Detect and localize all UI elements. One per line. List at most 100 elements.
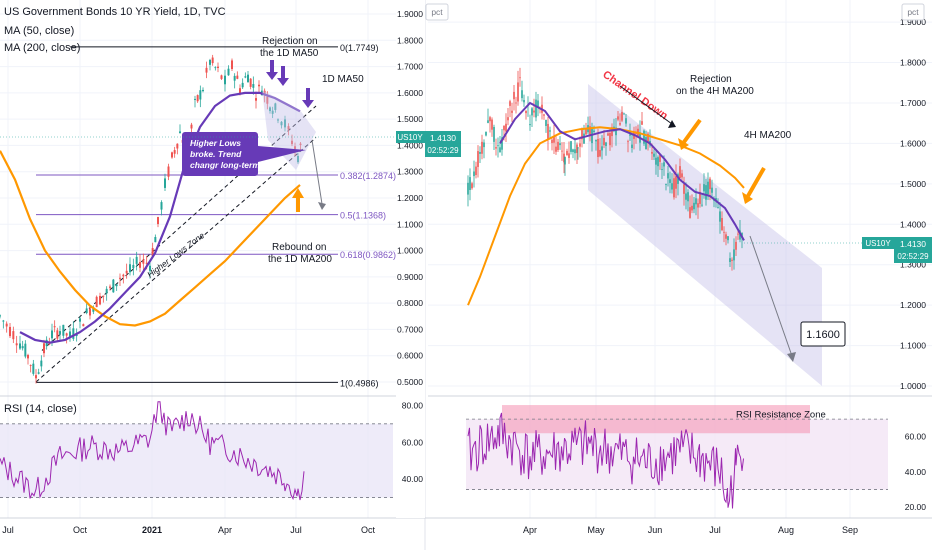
candle-body [125,270,128,274]
rebound-label-line2: the 1D MA200 [268,254,332,265]
candle-body [255,98,257,101]
candle-body [236,75,239,79]
candle-body [475,166,477,176]
candle-body [157,217,159,225]
candle-body [597,138,599,158]
right-rsi-tick: 40.00 [905,467,927,477]
right-rsi-tick: 60.00 [905,432,927,442]
candle-body [179,131,181,133]
candle-body [671,183,673,190]
candle-body [173,150,176,154]
rejection-arrow-head [277,78,289,86]
candle-body [629,134,631,136]
candle-body [653,153,655,157]
right-rsi-line [467,412,744,509]
candle-body [509,101,511,106]
candle-body [154,236,157,243]
candle-body [570,141,572,152]
candle-body [142,259,145,264]
right-y-tick: 1.7000 [900,98,926,108]
right-y-tick: 1.8000 [900,58,926,68]
candle-body [15,343,18,346]
candle-body [513,91,515,100]
candle-body [645,137,647,150]
candle-body [29,365,32,366]
candle-body [725,234,727,239]
right-pct-label: pct [907,7,919,17]
candle-body [503,125,505,131]
right-countdown-tag: 02:52:29 [897,252,929,261]
candle-body [35,375,37,379]
candle-body [196,95,199,102]
left-chart-title: US Government Bonds 10 YR Yield, 1D, TVC [4,6,226,18]
candle-body [59,331,61,334]
candle-body [294,146,296,150]
right-ma200-line [467,126,745,306]
candle-body [529,124,531,126]
candle-body [669,179,671,183]
candle-body [32,363,35,374]
candle-body [697,203,699,208]
target-label: 1.1600 [806,329,840,341]
candle-body [543,114,545,116]
candle-body [583,133,585,144]
candle-body [507,117,509,121]
candle-body [705,185,707,200]
candle-body [735,241,737,250]
candle-body [269,107,271,112]
left-y-tick: 1.4000 [397,140,423,150]
candle-body [164,178,166,188]
candle-body [21,346,24,349]
candle-body [145,262,148,264]
candle-body [517,82,519,102]
left-symbol-tag-bg [396,131,425,143]
higher-lows-callout-line1: Higher Lows [190,138,241,148]
fib-level-label: 0.5(1.1368) [340,211,386,221]
candle-body [593,130,595,133]
candle-body [621,112,623,121]
candle-body [717,207,719,209]
candle-body [566,150,568,156]
right-y-tick: 1.0000 [900,381,926,391]
left-rsi-tick: 40.00 [402,474,424,484]
candle-body [497,145,499,147]
left-indicator-ma50[interactable]: MA (50, close) [4,25,75,37]
right-y-tick: 1.9000 [900,17,926,27]
candle-body [491,119,493,130]
candle-body [579,143,581,147]
candle-body [607,133,609,136]
left-rsi-band [0,423,393,498]
candle-body [585,128,587,135]
candle-body [727,236,729,241]
left-x-tick: Oct [73,525,88,535]
candle-body [477,151,479,167]
candle-body [24,343,27,357]
candle-body [211,57,214,64]
candle-body [557,141,559,151]
candle-body [82,324,85,327]
left-rsi-label[interactable]: RSI (14, close) [4,403,77,415]
candle-body [695,198,697,205]
candle-body [151,248,154,257]
candle-body [643,130,645,144]
candle-body [564,157,566,165]
candle-body [214,67,217,69]
left-candles [0,54,302,384]
candle-body [287,126,290,130]
candle-body [471,183,473,189]
candle-body [641,121,643,125]
candle-body [599,149,601,157]
right-x-tick: Jul [709,525,721,535]
candle-body [171,152,173,158]
right-price-tag-bg [894,237,932,263]
candle-body [199,90,202,100]
right-x-tick: May [587,525,605,535]
candle-body [521,90,523,99]
candle-body [519,77,521,79]
candle-body [119,277,121,279]
higher-lows-callout-line3: changr long-term [190,160,260,170]
candle-body [683,184,685,194]
left-indicator-ma200[interactable]: MA (200, close) [4,42,81,54]
candle-body [677,174,679,184]
